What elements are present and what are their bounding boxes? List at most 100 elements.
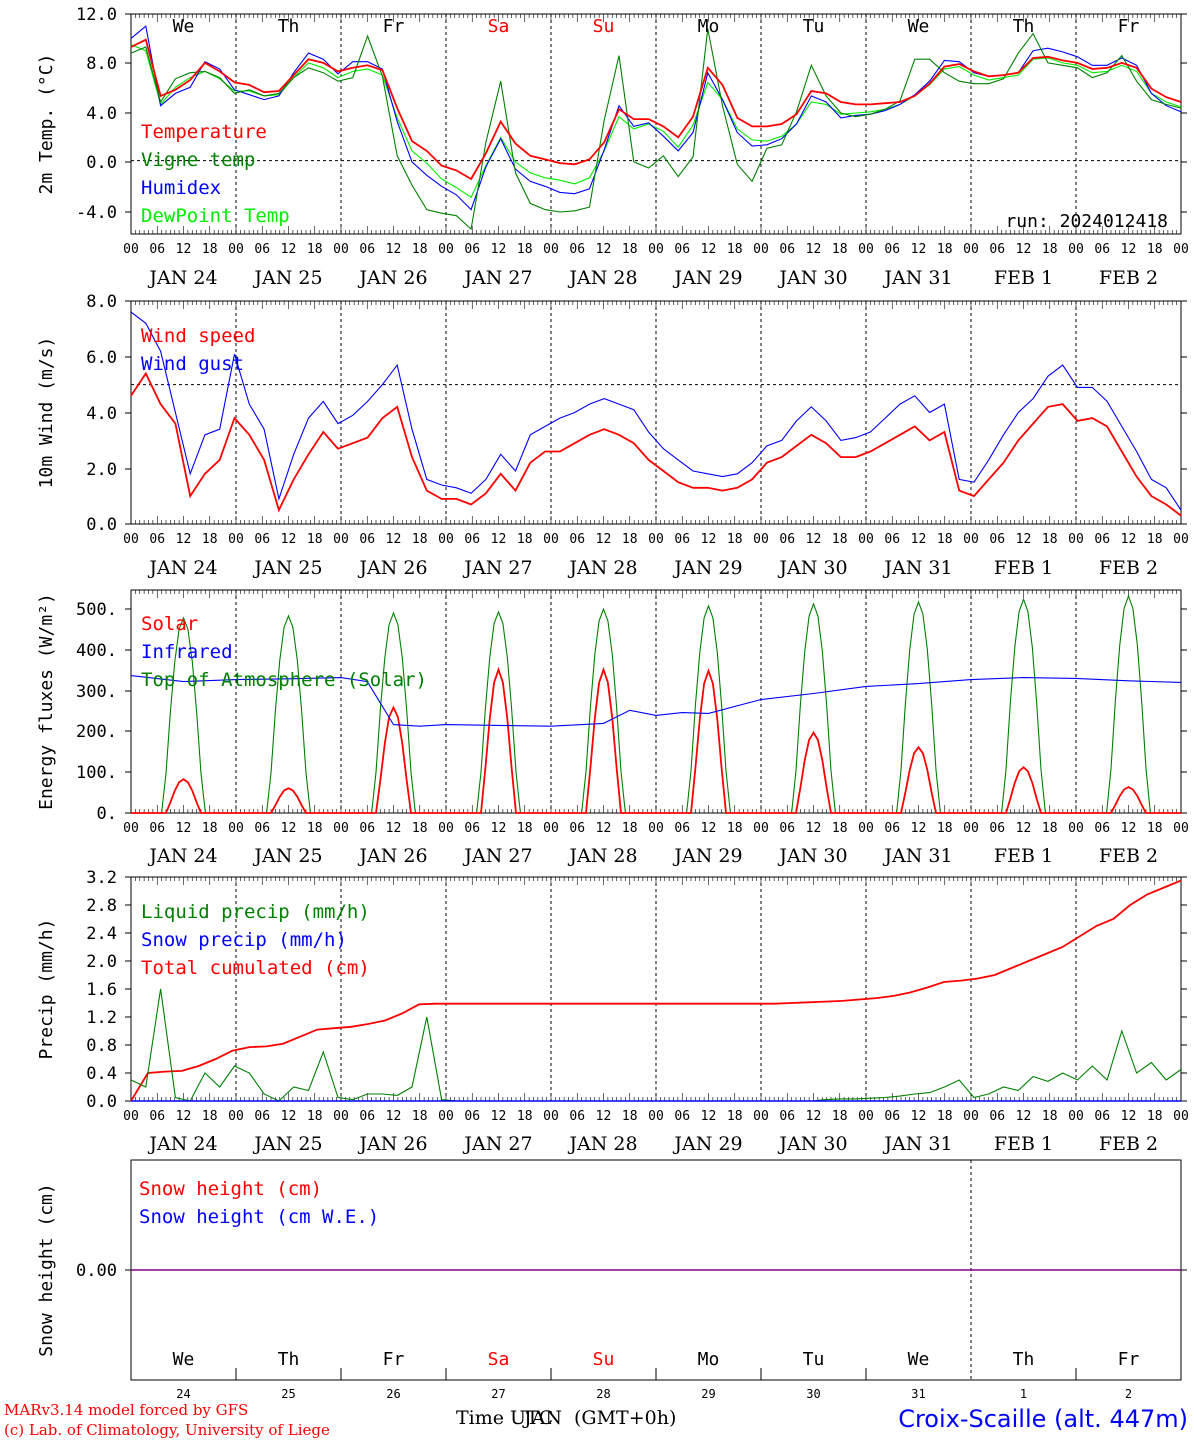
y-tick-label: 500. (76, 600, 117, 620)
y-tick-label: 0. (97, 804, 117, 824)
x-hour-label: 06 (884, 1109, 900, 1124)
day-number-label: 31 (911, 1387, 925, 1401)
x-hour-label: 00 (1173, 532, 1189, 547)
x-hour-label: 12 (176, 821, 192, 836)
x-day-label: JAN 28 (567, 845, 637, 867)
x-hour-label: 18 (937, 821, 953, 836)
x-hour-label: 18 (517, 242, 533, 257)
x-day-label: FEB 1 (994, 845, 1053, 867)
x-hour-label: 12 (386, 532, 402, 547)
x-hour-label: 12 (806, 1109, 822, 1124)
panel-1: 12.0 8.0 4.0 0.0 -4.0 2m Temp. (°C) 00 06 12 18 00… (36, 5, 1189, 289)
x-hour-label: 06 (464, 821, 480, 836)
x-day-label: JAN 31 (882, 845, 952, 867)
weekday-label-top: Th (278, 16, 300, 37)
weekday-label-bottom: Fr (1118, 1349, 1140, 1370)
weekday-label-top: We (173, 16, 195, 37)
series-solar (131, 778, 236, 814)
x-hour-label: 18 (937, 242, 953, 257)
day-number-label: 24 (176, 1387, 190, 1401)
series-total-cumulated (130, 879, 1182, 1102)
y-axis-title: 10m Wind (m/s) (36, 337, 57, 489)
x-day-label: FEB 1 (994, 1133, 1053, 1155)
panel-5: 0.00 Snow height (cm) Snow height (cm) Snow… (36, 1159, 1187, 1381)
x-hour-label: 06 (1094, 1109, 1110, 1124)
x-hour-label: 00 (543, 532, 559, 547)
x-hour-label: 12 (281, 532, 297, 547)
weekday-label-top: Mo (698, 16, 720, 37)
x-hour-label: 06 (359, 532, 375, 547)
legend-entry: Liquid precip (mm/h) (141, 901, 370, 923)
x-hour-label: 18 (727, 532, 743, 547)
x-hour-label: 00 (963, 1109, 979, 1124)
x-hour-label: 00 (543, 821, 559, 836)
x-hour-label: 18 (832, 821, 848, 836)
y-tick-label: 300. (76, 682, 117, 702)
y-axis-title: Energy fluxes (W/m²) (36, 593, 57, 810)
x-hour-label: 12 (491, 532, 507, 547)
x-day-label: JAN 27 (462, 557, 532, 579)
x-day-label: JAN 28 (567, 557, 637, 579)
day-number-label: 27 (491, 1387, 505, 1401)
y-tick-label: 0.8 (86, 1036, 117, 1056)
x-hour-label: 18 (307, 532, 323, 547)
x-hour-label: 12 (701, 242, 717, 257)
x-hour-label: 06 (779, 242, 795, 257)
x-day-label: FEB 2 (1099, 557, 1158, 579)
x-hour-label: 06 (464, 532, 480, 547)
y-tick-label: 12.0 (76, 5, 117, 25)
x-hour-label: 18 (1042, 1109, 1058, 1124)
x-hour-label: 18 (727, 1109, 743, 1124)
series-toa-solar (866, 600, 971, 814)
x-hour-label: 00 (858, 1109, 874, 1124)
series-solar (551, 666, 656, 814)
weekday-label-bottom: Sa (488, 1349, 510, 1370)
x-day-label: FEB 2 (1099, 267, 1158, 289)
x-day-label: FEB 2 (1099, 1133, 1158, 1155)
day-number-label: 28 (596, 1387, 610, 1401)
x-hour-label: 00 (753, 1109, 769, 1124)
series-toa-solar (551, 607, 656, 814)
x-hour-label: 12 (281, 242, 297, 257)
x-hour-label: 00 (648, 1109, 664, 1124)
series-toa-solar (656, 604, 761, 814)
series-toa-solar (971, 597, 1076, 814)
x-hour-label: 00 (858, 532, 874, 547)
x-hour-label: 12 (176, 242, 192, 257)
day-number-label: 1 (1020, 1387, 1027, 1401)
x-hour-label: 00 (543, 1109, 559, 1124)
weekday-label-top: We (908, 16, 930, 37)
x-day-label: JAN 25 (252, 1133, 322, 1155)
x-hour-label: 06 (779, 1109, 795, 1124)
y-tick-label: 4.0 (86, 404, 117, 424)
x-hour-label: 06 (884, 821, 900, 836)
legend-entry: Wind speed (141, 325, 255, 347)
x-day-label: JAN 26 (357, 267, 427, 289)
x-hour-label: 06 (359, 1109, 375, 1124)
x-day-label: JAN 25 (252, 845, 322, 867)
y-tick-label: 2.8 (86, 896, 117, 916)
x-hour-label: 12 (701, 1109, 717, 1124)
series-wind-gust (130, 311, 1182, 511)
x-hour-label: 18 (412, 242, 428, 257)
x-hour-label: 00 (753, 242, 769, 257)
series-toa-solar (761, 602, 866, 814)
x-hour-label: 00 (963, 821, 979, 836)
series-solar (761, 730, 866, 814)
x-day-label: JAN 24 (147, 845, 217, 867)
x-hour-label: 18 (202, 532, 218, 547)
x-hour-label: 00 (228, 821, 244, 836)
y-tick-label: 8.0 (86, 292, 117, 312)
day-number-label: 30 (806, 1387, 820, 1401)
x-hour-label: 06 (989, 1109, 1005, 1124)
x-day-label: FEB 2 (1099, 845, 1158, 867)
x-hour-label: 12 (491, 242, 507, 257)
x-day-label: JAN 30 (777, 845, 847, 867)
series-solar (656, 668, 761, 814)
series-solar (446, 666, 551, 814)
x-day-label: JAN 29 (672, 267, 742, 289)
x-hour-label: 18 (832, 1109, 848, 1124)
x-hour-label: 12 (806, 242, 822, 257)
x-day-label: JAN 26 (357, 845, 427, 867)
time-month-label: JAN (522, 1407, 562, 1429)
